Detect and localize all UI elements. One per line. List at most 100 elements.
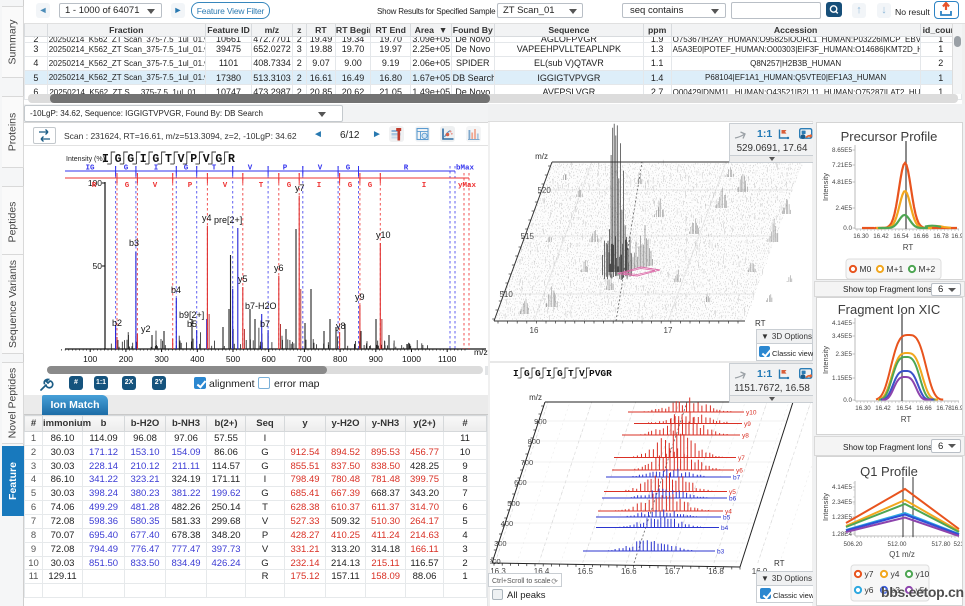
svg-text:G: G (124, 165, 129, 173)
svg-text:RT: RT (774, 559, 785, 568)
svg-text:Q1 m/z: Q1 m/z (889, 550, 915, 559)
svg-text:V: V (248, 165, 253, 173)
svg-text:b7-H2O: b7-H2O (245, 301, 277, 311)
svg-text:700: 700 (521, 458, 534, 467)
svg-text:I: I (546, 368, 552, 379)
svg-text:510: 510 (499, 290, 513, 299)
svg-text:900: 900 (369, 354, 383, 364)
svg-text:16.78: 16.78 (936, 405, 952, 412)
svg-text:17: 17 (664, 326, 673, 335)
svg-text:y6: y6 (865, 585, 874, 595)
svg-text:y6: y6 (736, 468, 743, 475)
svg-text:Intensity: Intensity (821, 493, 830, 521)
svg-text:Precursor Profile: Precursor Profile (841, 129, 938, 144)
svg-text:y8: y8 (336, 321, 346, 331)
svg-text:16.30: 16.30 (855, 405, 871, 412)
svg-text:P: P (283, 165, 288, 173)
svg-text:y5: y5 (916, 585, 925, 595)
svg-text:I: I (317, 182, 322, 190)
svg-text:R: R (92, 182, 97, 190)
svg-text:G: G (535, 368, 541, 379)
svg-text:1.15E5: 1.15E5 (832, 375, 852, 382)
svg-text:y9: y9 (355, 292, 365, 302)
svg-text:16.90: 16.90 (951, 233, 962, 240)
svg-text:b7: b7 (733, 475, 741, 482)
svg-text:1.28E4: 1.28E4 (832, 531, 852, 538)
svg-text:16.6: 16.6 (621, 567, 637, 576)
svg-text:pre[2+]: pre[2+] (214, 215, 242, 225)
svg-text:16.54: 16.54 (896, 405, 912, 412)
svg-text:G: G (215, 153, 222, 166)
svg-text:RT: RT (903, 243, 914, 252)
svg-text:m/z: m/z (474, 347, 488, 357)
svg-text:I: I (102, 153, 109, 166)
svg-text:16.42: 16.42 (875, 405, 891, 412)
svg-text:y10: y10 (746, 410, 757, 417)
svg-text:G: G (287, 182, 292, 190)
svg-text:y10: y10 (376, 230, 391, 240)
svg-text:V: V (579, 368, 585, 379)
svg-text:16.54: 16.54 (893, 233, 909, 240)
svg-text:16.66: 16.66 (916, 405, 932, 412)
svg-text:8.65E5: 8.65E5 (832, 147, 852, 154)
svg-text:M0: M0 (860, 264, 872, 274)
svg-text:100: 100 (88, 178, 102, 188)
svg-text:b4: b4 (171, 285, 181, 295)
svg-text:2.4E5: 2.4E5 (836, 205, 853, 212)
svg-text:b5: b5 (187, 319, 197, 329)
svg-text:P: P (188, 182, 193, 190)
svg-text:520: 520 (537, 186, 551, 195)
svg-text:G: G (348, 182, 353, 190)
svg-text:b2: b2 (112, 318, 122, 328)
svg-text:y9: y9 (744, 421, 751, 428)
svg-text:T: T (212, 165, 217, 173)
svg-text:b3: b3 (129, 238, 139, 248)
svg-text:4.14E5: 4.14E5 (832, 320, 852, 327)
svg-text:P: P (190, 153, 197, 166)
svg-text:G: G (184, 165, 189, 173)
svg-text:Intensity (%): Intensity (%) (66, 156, 105, 163)
svg-text:T: T (259, 182, 264, 190)
svg-text:16.30: 16.30 (853, 233, 869, 240)
svg-text:b6: b6 (729, 496, 737, 503)
svg-text:400: 400 (190, 354, 204, 364)
svg-text:16.3: 16.3 (490, 567, 506, 576)
svg-text:y5: y5 (729, 489, 736, 496)
svg-text:y5: y5 (238, 274, 248, 284)
svg-text:700: 700 (297, 354, 311, 364)
svg-text:4.14E5: 4.14E5 (832, 484, 852, 491)
svg-text:I: I (140, 153, 147, 166)
svg-text:7.21E5: 7.21E5 (832, 162, 852, 169)
svg-text:V: V (178, 153, 185, 166)
svg-text:50: 50 (93, 261, 103, 271)
svg-text:100: 100 (83, 354, 97, 364)
svg-text:G: G (125, 182, 130, 190)
svg-text:515: 515 (521, 232, 535, 241)
svg-text:R: R (404, 165, 409, 173)
svg-text:y4: y4 (725, 509, 732, 516)
svg-text:RT: RT (901, 415, 912, 424)
svg-text:512.00: 512.00 (888, 541, 907, 548)
svg-text:300: 300 (155, 354, 169, 364)
svg-text:506.20: 506.20 (844, 541, 863, 548)
svg-text:I: I (422, 182, 427, 190)
svg-text:b3: b3 (717, 549, 725, 556)
svg-text:600: 600 (514, 478, 527, 487)
svg-text:200: 200 (490, 557, 501, 566)
svg-text:b4: b4 (721, 525, 729, 532)
svg-text:y6: y6 (274, 263, 284, 273)
svg-text:T: T (568, 368, 574, 379)
svg-text:16.78: 16.78 (933, 233, 949, 240)
svg-text:1000: 1000 (402, 354, 421, 364)
svg-text:16.90: 16.90 (951, 405, 962, 412)
svg-text:PVGR: PVGR (589, 368, 612, 379)
svg-text:1100: 1100 (438, 354, 457, 364)
svg-text:2.34E5: 2.34E5 (832, 499, 852, 506)
svg-text:G: G (115, 153, 122, 166)
svg-text:16.5: 16.5 (577, 567, 593, 576)
svg-text:RT: RT (755, 319, 766, 328)
svg-text:16.7: 16.7 (665, 567, 681, 576)
svg-text:500: 500 (226, 354, 240, 364)
svg-text:16: 16 (530, 326, 539, 335)
svg-text:y2: y2 (141, 324, 151, 334)
